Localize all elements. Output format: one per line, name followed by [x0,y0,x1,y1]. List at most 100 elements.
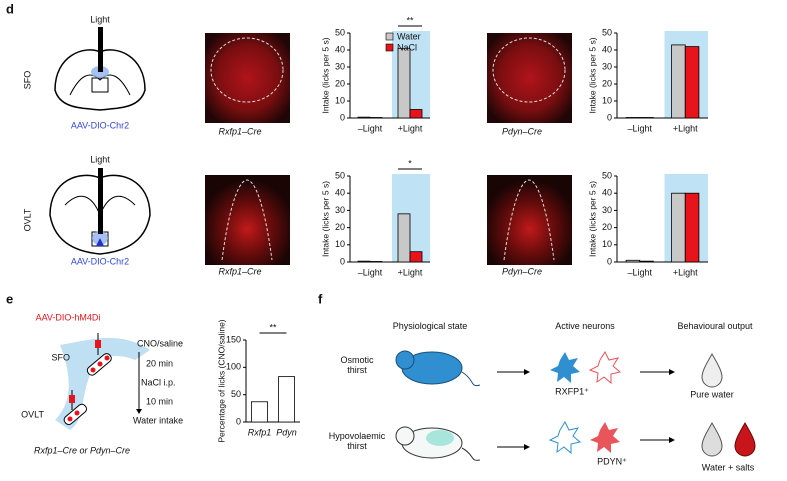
y-tick-label: 0 [607,256,612,266]
light-label: Light [90,154,110,164]
micrograph [487,33,572,123]
x-tick-label: +Light [398,123,423,133]
arrow-head [136,409,142,414]
region-outline [221,179,273,261]
output-label: Pure water [690,389,734,399]
line-label: Pdyn–Cre [502,266,542,276]
y-tick-label: 0 [340,112,345,122]
x-tick-label: +Light [398,267,423,277]
legend-label: Water [397,31,421,41]
line-label: Pdyn–Cre [502,126,542,136]
step: Water intake [133,415,183,425]
line-label: Rxfp1–Cre [218,126,261,136]
y-tick-label: 20 [335,78,345,88]
neuron-active [550,352,580,383]
panel-label: d [6,1,14,16]
bar [684,46,700,119]
bar [369,117,383,119]
water-drop [701,422,723,457]
region-label: SFO [51,352,70,362]
bar [409,109,423,119]
step: 10 min [146,396,173,406]
optic-fiber [98,27,103,72]
arrow-head [669,369,675,375]
y-axis-label: Intake (licks per 5 s) [587,37,597,113]
state-label: Osmotic thirst [340,355,374,375]
water-drop [701,353,723,388]
arrow-head [524,444,530,450]
region-label: SFO [22,71,32,90]
bar [357,260,371,263]
column-header: Active neurons [555,321,615,331]
neuron-inactive [588,350,622,385]
y-tick-label: 30 [335,61,345,71]
x-tick-label: –Light [358,123,383,133]
x-tick-label: –Light [358,267,383,277]
y-tick-label: 50 [602,170,612,180]
syringe-body [95,340,101,348]
y-tick-label: 20 [602,78,612,88]
y-axis-label: Percentage of licks (CNO/saline) [216,319,226,442]
neuron-label: RXFP1⁺ [555,386,589,396]
y-tick-label: 150 [226,334,241,344]
y-tick-label: 0 [340,256,345,266]
bar [639,117,654,119]
y-tick-label: 30 [602,205,612,215]
significance-label: ** [406,15,414,25]
mouse-tail [461,447,481,461]
region-outline [503,179,555,261]
bar [250,401,268,423]
cell [74,410,80,416]
neuron-active [590,422,620,453]
region-label: OVLT [21,409,44,419]
significance-label: ** [269,322,277,332]
arrow-head [669,437,675,443]
column-header: Behavioural output [677,321,753,331]
cell [90,367,96,373]
x-tick-label: –Light [627,267,652,277]
brain-detail [69,74,131,96]
mouse-head [395,426,415,446]
y-tick-label: 100 [226,362,241,372]
mouse-head [395,350,415,370]
light-label: Light [90,14,110,24]
mouse-tail [461,371,481,387]
step: NaCl i.p. [141,377,176,387]
y-tick-label: 10 [602,95,612,105]
output-label: Water + salts [702,462,755,472]
y-tick-label: 50 [335,170,345,180]
bar [397,47,411,119]
syringe-body [69,395,75,403]
x-tick-label: Rxfp1 [248,427,272,437]
step: CNO/saline [137,338,183,348]
y-tick-label: 40 [602,188,612,198]
state-label: Hypovolaemic thirst [328,431,386,451]
mice-label: Rxfp1–Cre or Pdyn–Cre [34,445,130,455]
x-tick-label: +Light [673,123,698,133]
virus-label: AAV-DIO-Chr2 [71,256,129,266]
column-header: Physiological state [392,321,468,331]
virus-label: AAV-DIO-Chr2 [71,120,129,130]
y-tick-label: 10 [335,239,345,249]
legend-swatch [385,43,394,52]
y-tick-label: 40 [335,188,345,198]
micrograph [487,175,572,265]
virus-label: AAV-DIO-hM4Di [36,312,101,322]
bar [671,44,686,119]
neuron-label: PDYN⁺ [597,456,627,466]
y-tick-label: 0 [607,112,612,122]
region-outline [210,37,284,103]
bar [625,117,641,119]
salt-drop [734,422,756,457]
step: 20 min [146,358,173,368]
cell [104,355,110,361]
optic-fiber [98,168,103,234]
line-label: Rxfp1–Cre [218,266,261,276]
bar [277,376,295,423]
y-tick-label: 20 [335,222,345,232]
y-tick-label: 10 [602,239,612,249]
bar [671,192,686,263]
x-tick-label: +Light [673,267,698,277]
